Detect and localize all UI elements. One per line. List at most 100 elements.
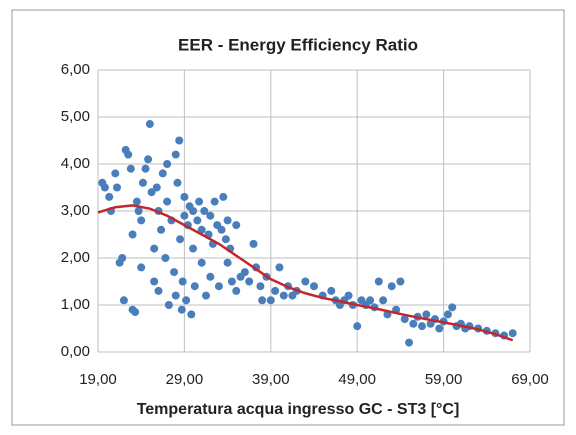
- y-tick-label: 5,00: [61, 108, 90, 125]
- data-point: [157, 225, 166, 234]
- data-point: [508, 329, 517, 338]
- data-point: [409, 319, 418, 328]
- y-tick-label: 4,00: [61, 155, 90, 172]
- x-tick-label: 49,00: [338, 371, 376, 388]
- data-point: [366, 296, 375, 305]
- data-point: [396, 277, 405, 286]
- data-point: [405, 338, 414, 347]
- data-point: [310, 282, 318, 291]
- data-point: [124, 150, 133, 159]
- data-point: [180, 192, 189, 201]
- data-point: [206, 211, 215, 220]
- data-point: [245, 277, 254, 286]
- x-tick-label: 59,00: [425, 371, 463, 388]
- data-point: [173, 178, 182, 187]
- x-axis-label: Temperatura acqua ingresso GC - ST3 [°C]: [137, 401, 460, 418]
- data-point: [132, 197, 141, 206]
- data-point: [128, 230, 137, 239]
- data-point: [400, 315, 409, 324]
- data-point: [344, 291, 353, 300]
- data-point: [105, 192, 114, 201]
- data-point: [189, 207, 198, 215]
- data-point: [163, 197, 172, 206]
- data-point: [232, 286, 241, 295]
- data-point: [154, 286, 163, 295]
- data-point: [164, 301, 173, 309]
- data-point: [448, 303, 457, 312]
- data-point: [249, 239, 258, 248]
- data-point: [195, 197, 204, 206]
- data-point: [422, 310, 431, 319]
- data-point: [177, 305, 186, 314]
- data-point: [180, 211, 189, 220]
- data-point: [171, 291, 180, 300]
- x-tick-label: 29,00: [166, 371, 204, 388]
- data-point: [150, 277, 159, 286]
- y-tick-label: 6,00: [61, 61, 90, 78]
- data-point: [227, 277, 236, 286]
- data-point: [113, 183, 122, 192]
- data-point: [197, 258, 206, 267]
- data-point: [131, 308, 140, 317]
- x-tick-label: 19,00: [79, 371, 117, 388]
- data-point: [111, 169, 120, 178]
- data-point: [418, 322, 426, 331]
- data-point: [206, 272, 215, 281]
- data-point: [144, 155, 153, 164]
- data-point: [190, 282, 199, 291]
- data-point: [240, 268, 249, 277]
- data-point: [279, 291, 288, 300]
- y-tick-label: 3,00: [61, 202, 90, 219]
- x-tick-label: 69,00: [511, 371, 549, 388]
- y-tick-label: 2,00: [61, 249, 90, 266]
- data-point: [138, 178, 147, 187]
- data-point: [119, 296, 128, 305]
- data-point: [158, 169, 167, 178]
- data-point: [327, 286, 336, 295]
- data-point: [137, 263, 146, 272]
- data-point: [223, 258, 232, 267]
- data-point: [210, 197, 219, 206]
- data-point: [189, 244, 198, 253]
- data-point: [271, 286, 280, 295]
- data-point: [219, 192, 228, 201]
- data-point: [182, 296, 191, 305]
- y-tick-label: 0,00: [61, 343, 90, 360]
- data-point: [100, 183, 109, 192]
- data-point: [145, 120, 154, 129]
- data-point: [202, 291, 210, 300]
- data-point: [200, 207, 209, 215]
- data-point: [223, 216, 232, 225]
- x-tick-label: 39,00: [252, 371, 290, 388]
- chart-frame: [11, 9, 565, 426]
- data-point: [152, 183, 161, 192]
- chart-title: EER - Energy Efficiency Ratio: [178, 35, 418, 54]
- data-point: [197, 225, 206, 234]
- data-point: [353, 322, 362, 331]
- data-point: [301, 277, 310, 286]
- data-point: [161, 254, 170, 262]
- data-point: [258, 296, 267, 305]
- data-point: [141, 164, 150, 173]
- data-point: [266, 296, 275, 305]
- data-point: [232, 221, 241, 230]
- trend-line: [97, 204, 514, 342]
- y-tick-label: 1,00: [61, 296, 90, 313]
- data-point: [147, 188, 156, 197]
- data-point: [187, 310, 196, 319]
- data-point: [221, 235, 230, 244]
- data-point: [150, 244, 159, 253]
- data-point: [256, 282, 265, 291]
- data-point: [126, 164, 135, 173]
- data-point: [435, 324, 444, 333]
- data-point: [171, 150, 180, 159]
- data-point: [134, 207, 143, 215]
- data-point: [170, 268, 179, 277]
- data-point: [193, 216, 202, 225]
- data-point: [163, 160, 172, 168]
- data-point: [118, 254, 127, 262]
- data-point: [443, 310, 452, 319]
- data-point: [175, 136, 184, 145]
- data-point: [374, 277, 383, 286]
